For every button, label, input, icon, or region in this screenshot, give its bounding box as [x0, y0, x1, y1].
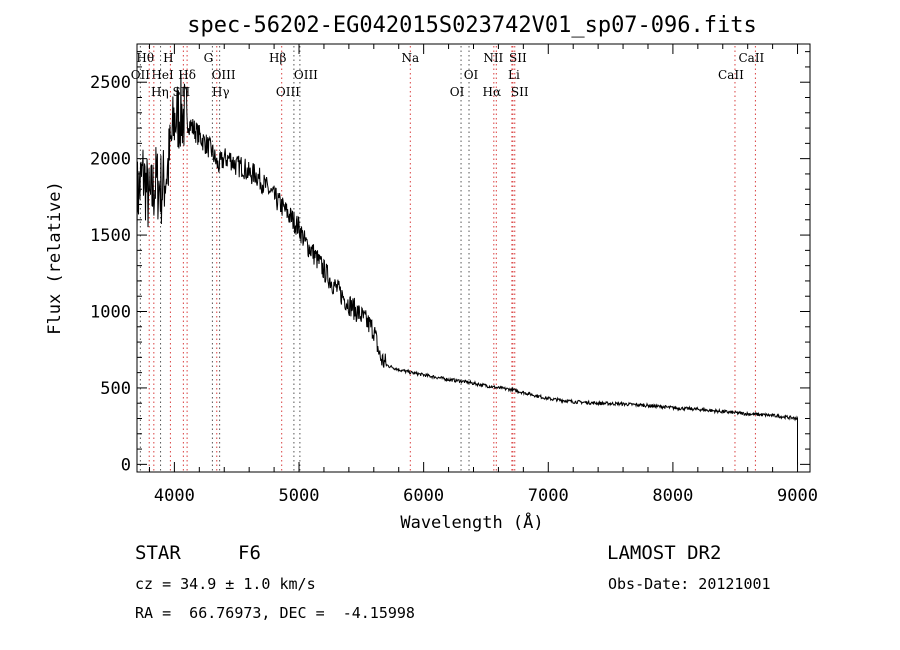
y-tick-label: 1500: [90, 226, 131, 246]
y-axis-label: Flux (relative): [45, 181, 65, 335]
line-marker-label: Hα: [483, 85, 502, 99]
line-marker-label: H: [163, 51, 173, 65]
line-marker-label: Na: [401, 51, 419, 65]
line-marker-label: CaII: [738, 51, 764, 65]
line-marker-label: OII: [131, 68, 151, 82]
x-tick-label: 5000: [279, 486, 320, 506]
line-marker-label: NII: [483, 51, 503, 65]
chart-title: spec-56202-EG042015S023742V01_sp07-096.f…: [187, 13, 757, 38]
survey-name: LAMOST DR2: [607, 542, 722, 564]
object-subclass: F6: [238, 542, 261, 564]
y-tick-label: 2500: [90, 73, 131, 93]
line-marker-label: Hγ: [212, 85, 230, 99]
y-tick-label: 500: [100, 379, 131, 399]
y-tick-label: 2000: [90, 150, 131, 170]
spectrum-line: [136, 73, 798, 465]
line-marker-label: Hη: [151, 85, 169, 99]
line-marker-label: G: [204, 51, 214, 65]
line-marker-label: Li: [508, 68, 520, 82]
observation-date: Obs-Date: 20121001: [608, 575, 771, 593]
line-marker-label: SII: [509, 51, 527, 65]
y-tick-label: 0: [121, 455, 131, 475]
plot-frame: [136, 43, 811, 473]
x-tick-label: 4000: [154, 486, 195, 506]
y-tick-label: 1000: [90, 303, 131, 323]
ra-dec-coordinates: RA = 66.76973, DEC = -4.15998: [135, 604, 415, 622]
x-axis-label: Wavelength (Å): [400, 511, 543, 533]
line-marker-label: OI: [450, 85, 465, 99]
line-marker-label: OIII: [212, 68, 236, 82]
x-tick-label: 6000: [403, 486, 444, 506]
object-class: STAR: [135, 542, 181, 564]
line-marker-label: OIII: [294, 68, 318, 82]
x-tick-label: 9000: [777, 486, 818, 506]
line-marker-label: HeI: [151, 68, 174, 82]
line-marker-label: SII: [511, 85, 529, 99]
x-tick-label: 7000: [528, 486, 569, 506]
line-marker-label: OIII: [276, 85, 300, 99]
line-marker-label: OI: [464, 68, 479, 82]
x-tick-label: 8000: [652, 486, 693, 506]
line-marker-label: Hβ: [269, 51, 286, 65]
line-marker-label: Hδ: [178, 68, 196, 82]
redshift-cz: cz = 34.9 ± 1.0 km/s: [135, 575, 316, 593]
line-marker-label: CaII: [718, 68, 744, 82]
line-marker-label: Hθ: [136, 51, 154, 65]
